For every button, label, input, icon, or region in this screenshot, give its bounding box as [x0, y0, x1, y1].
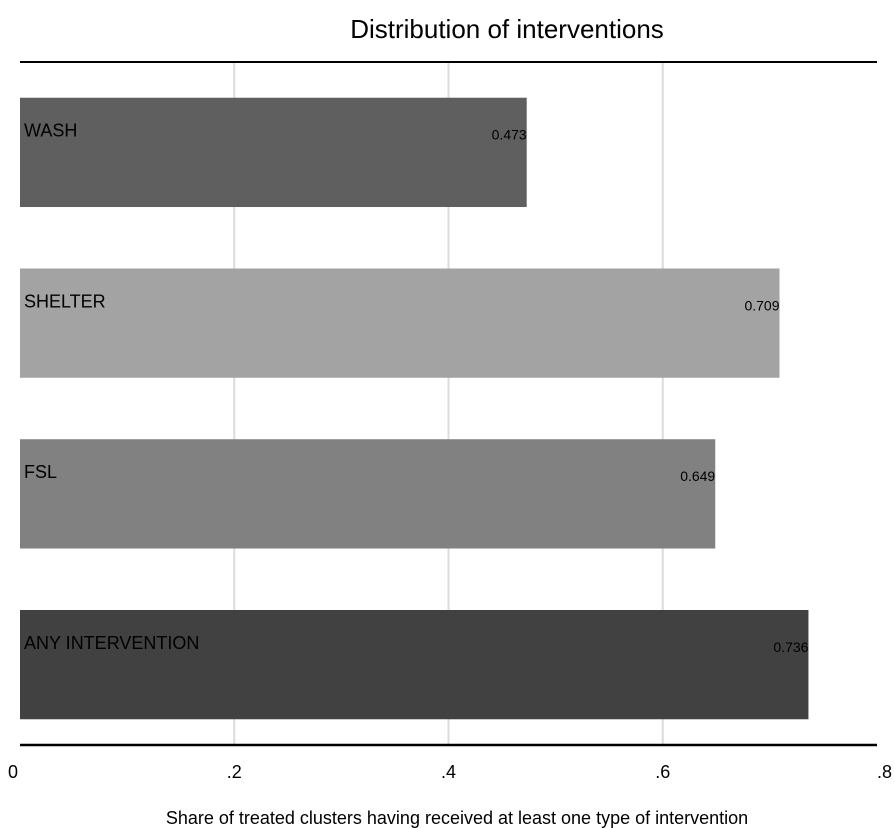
x-tick-label-1: .2: [227, 762, 242, 782]
x-tick-label-3: .6: [655, 762, 670, 782]
x-axis-label: Share of treated clusters having receive…: [166, 808, 748, 828]
bar-1: [20, 268, 780, 378]
x-tick-label-0: 0: [8, 762, 18, 782]
axis-layer: 0 .2 .4 .6 .8: [8, 61, 892, 782]
x-tick-label-2: .4: [441, 762, 456, 782]
bar-category-label-2: FSL: [24, 462, 57, 482]
bar-layer: WASH 0.473 SHELTER 0.709 FSL 0.649 ANY INTERVE…: [20, 97, 809, 720]
bar-category-label-1: SHELTER: [24, 291, 106, 311]
bar-3: [20, 609, 809, 720]
bar-value-label-3: 0.736: [773, 639, 808, 655]
bar-value-label-1: 0.709: [744, 297, 779, 313]
bar-category-label-0: WASH: [24, 121, 77, 141]
bar-value-label-0: 0.473: [492, 127, 527, 143]
bar-value-label-2: 0.649: [680, 468, 715, 484]
bar-2: [20, 439, 716, 549]
chart-title: Distribution of interventions: [350, 14, 664, 44]
bar-0: [20, 97, 527, 208]
bar-category-label-3: ANY INTERVENTION: [24, 633, 199, 653]
x-tick-label-4: .8: [877, 762, 892, 782]
